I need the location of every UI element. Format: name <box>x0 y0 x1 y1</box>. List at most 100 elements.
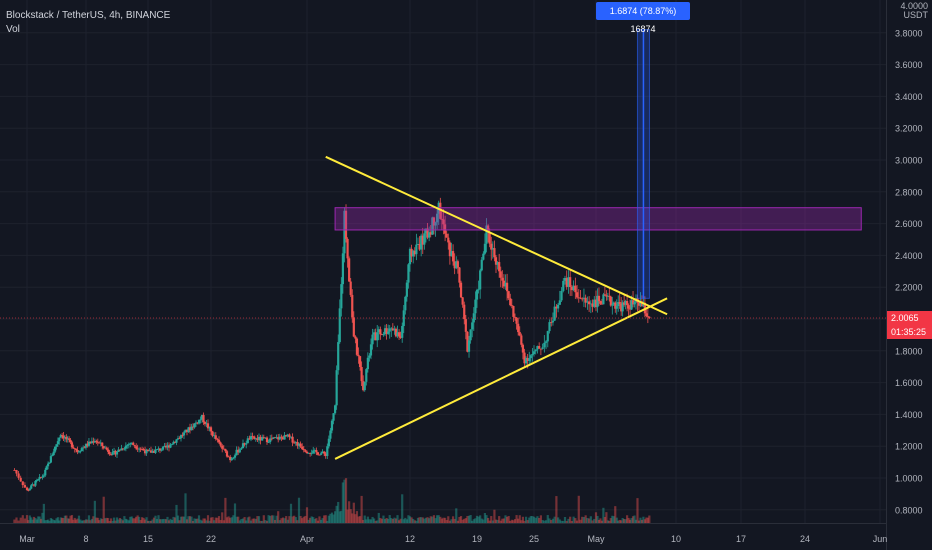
candle-body <box>316 452 320 455</box>
candle-body <box>499 271 502 278</box>
candle-body <box>245 443 248 445</box>
volume-bar <box>482 519 485 523</box>
volume-bar <box>296 520 299 523</box>
volume-bar <box>73 517 76 523</box>
volume-bar <box>562 520 565 523</box>
candle-body <box>620 303 623 312</box>
candle-body <box>187 427 190 433</box>
candle-body <box>114 450 117 455</box>
candle-body <box>25 487 29 491</box>
price-axis[interactable]: 0.8000 1.0000 1.2000 1.4000 1.6000 1.8000 2.00… <box>886 0 923 550</box>
candle-body <box>41 476 44 478</box>
candle-body <box>596 295 599 308</box>
volume-bar <box>544 520 548 523</box>
candle-body <box>102 446 105 449</box>
volume-bar <box>70 515 74 523</box>
volume-bar <box>307 519 310 523</box>
ascending-trendline[interactable] <box>334 297 668 460</box>
candle-body <box>485 225 488 244</box>
candle-body <box>23 485 26 488</box>
candle-body <box>541 347 544 349</box>
volume-bar <box>21 515 24 523</box>
volume-bar <box>448 520 451 523</box>
candle-body <box>399 336 402 338</box>
volume-bar <box>501 518 504 523</box>
candle-body <box>546 331 549 342</box>
candle-body <box>66 438 69 440</box>
volume-bar <box>120 518 123 523</box>
candle-body <box>351 294 354 318</box>
candle-body <box>397 332 401 337</box>
candle-body <box>639 301 642 306</box>
candle-body <box>269 438 272 443</box>
candle-body <box>319 453 323 455</box>
volume-bar <box>371 516 374 523</box>
candle-body <box>581 298 584 300</box>
volume-bar <box>412 518 415 523</box>
volume-bar <box>401 494 404 523</box>
volume-bar <box>93 500 96 523</box>
volume-bar <box>382 515 385 523</box>
measure-projection[interactable] <box>636 29 650 299</box>
volume-bar <box>138 516 141 523</box>
volume-label[interactable]: Vol <box>6 24 20 35</box>
candle-body <box>391 328 394 331</box>
volume-bar <box>341 482 344 523</box>
candle-body <box>59 435 62 438</box>
candle-body <box>62 435 65 439</box>
volume-bar <box>550 519 553 523</box>
volume-bar <box>396 515 399 523</box>
time-axis[interactable]: Mar 8 15 22 Apr 12 19 25 May 10 17 24 Jun <box>0 523 887 545</box>
candle-body <box>151 451 154 453</box>
volume-bar <box>493 509 496 523</box>
volume-bar <box>243 517 246 523</box>
volume-bar <box>52 520 55 523</box>
candle-body <box>480 259 483 271</box>
candle-body <box>420 235 423 250</box>
volume-bar <box>101 518 104 523</box>
volume-bar <box>645 517 648 523</box>
candle-body <box>431 217 434 235</box>
candle-body <box>176 438 180 440</box>
volume-bar <box>337 501 340 523</box>
volume-bar <box>89 520 92 523</box>
candle-body <box>209 427 213 432</box>
resistance-zone[interactable] <box>334 207 862 231</box>
candle-body <box>628 308 632 310</box>
candle-body <box>196 422 199 424</box>
volume-bar <box>569 516 572 523</box>
volume-bar <box>117 519 120 523</box>
symbol-title[interactable]: Blockstack / TetherUS, 4h, BINANCE <box>6 10 171 21</box>
volume-bar <box>55 518 58 523</box>
candle-body <box>385 328 388 334</box>
volume-bar <box>490 516 493 523</box>
volume-bar <box>597 519 601 523</box>
measure-label[interactable]: 1.6874 (78.87%) 16874 <box>596 2 690 34</box>
candle-body <box>572 285 575 291</box>
candle-body <box>387 331 390 334</box>
volume-bar <box>504 515 507 523</box>
candle-body <box>548 322 551 332</box>
volume-bar <box>560 520 563 523</box>
candle-body <box>72 447 75 449</box>
descending-trendline[interactable] <box>325 155 668 316</box>
candle-body <box>70 442 74 448</box>
candle-body <box>80 448 83 452</box>
candle-body <box>600 303 604 305</box>
candle-body <box>521 344 525 353</box>
volume-bar <box>15 517 18 523</box>
candle-body <box>213 435 216 437</box>
candle-body <box>472 313 475 323</box>
candle-body <box>89 441 92 444</box>
volume-bar <box>570 520 573 523</box>
price-axis-unit: USDT <box>903 10 929 20</box>
time-tick-label: Mar <box>19 534 35 544</box>
candle-body <box>118 449 122 451</box>
volume-bar <box>87 515 91 523</box>
volume-bar <box>194 518 198 523</box>
volume-bar <box>523 520 526 523</box>
candle-body <box>264 437 267 439</box>
candle-body <box>332 413 335 421</box>
volume-bar <box>262 515 265 523</box>
